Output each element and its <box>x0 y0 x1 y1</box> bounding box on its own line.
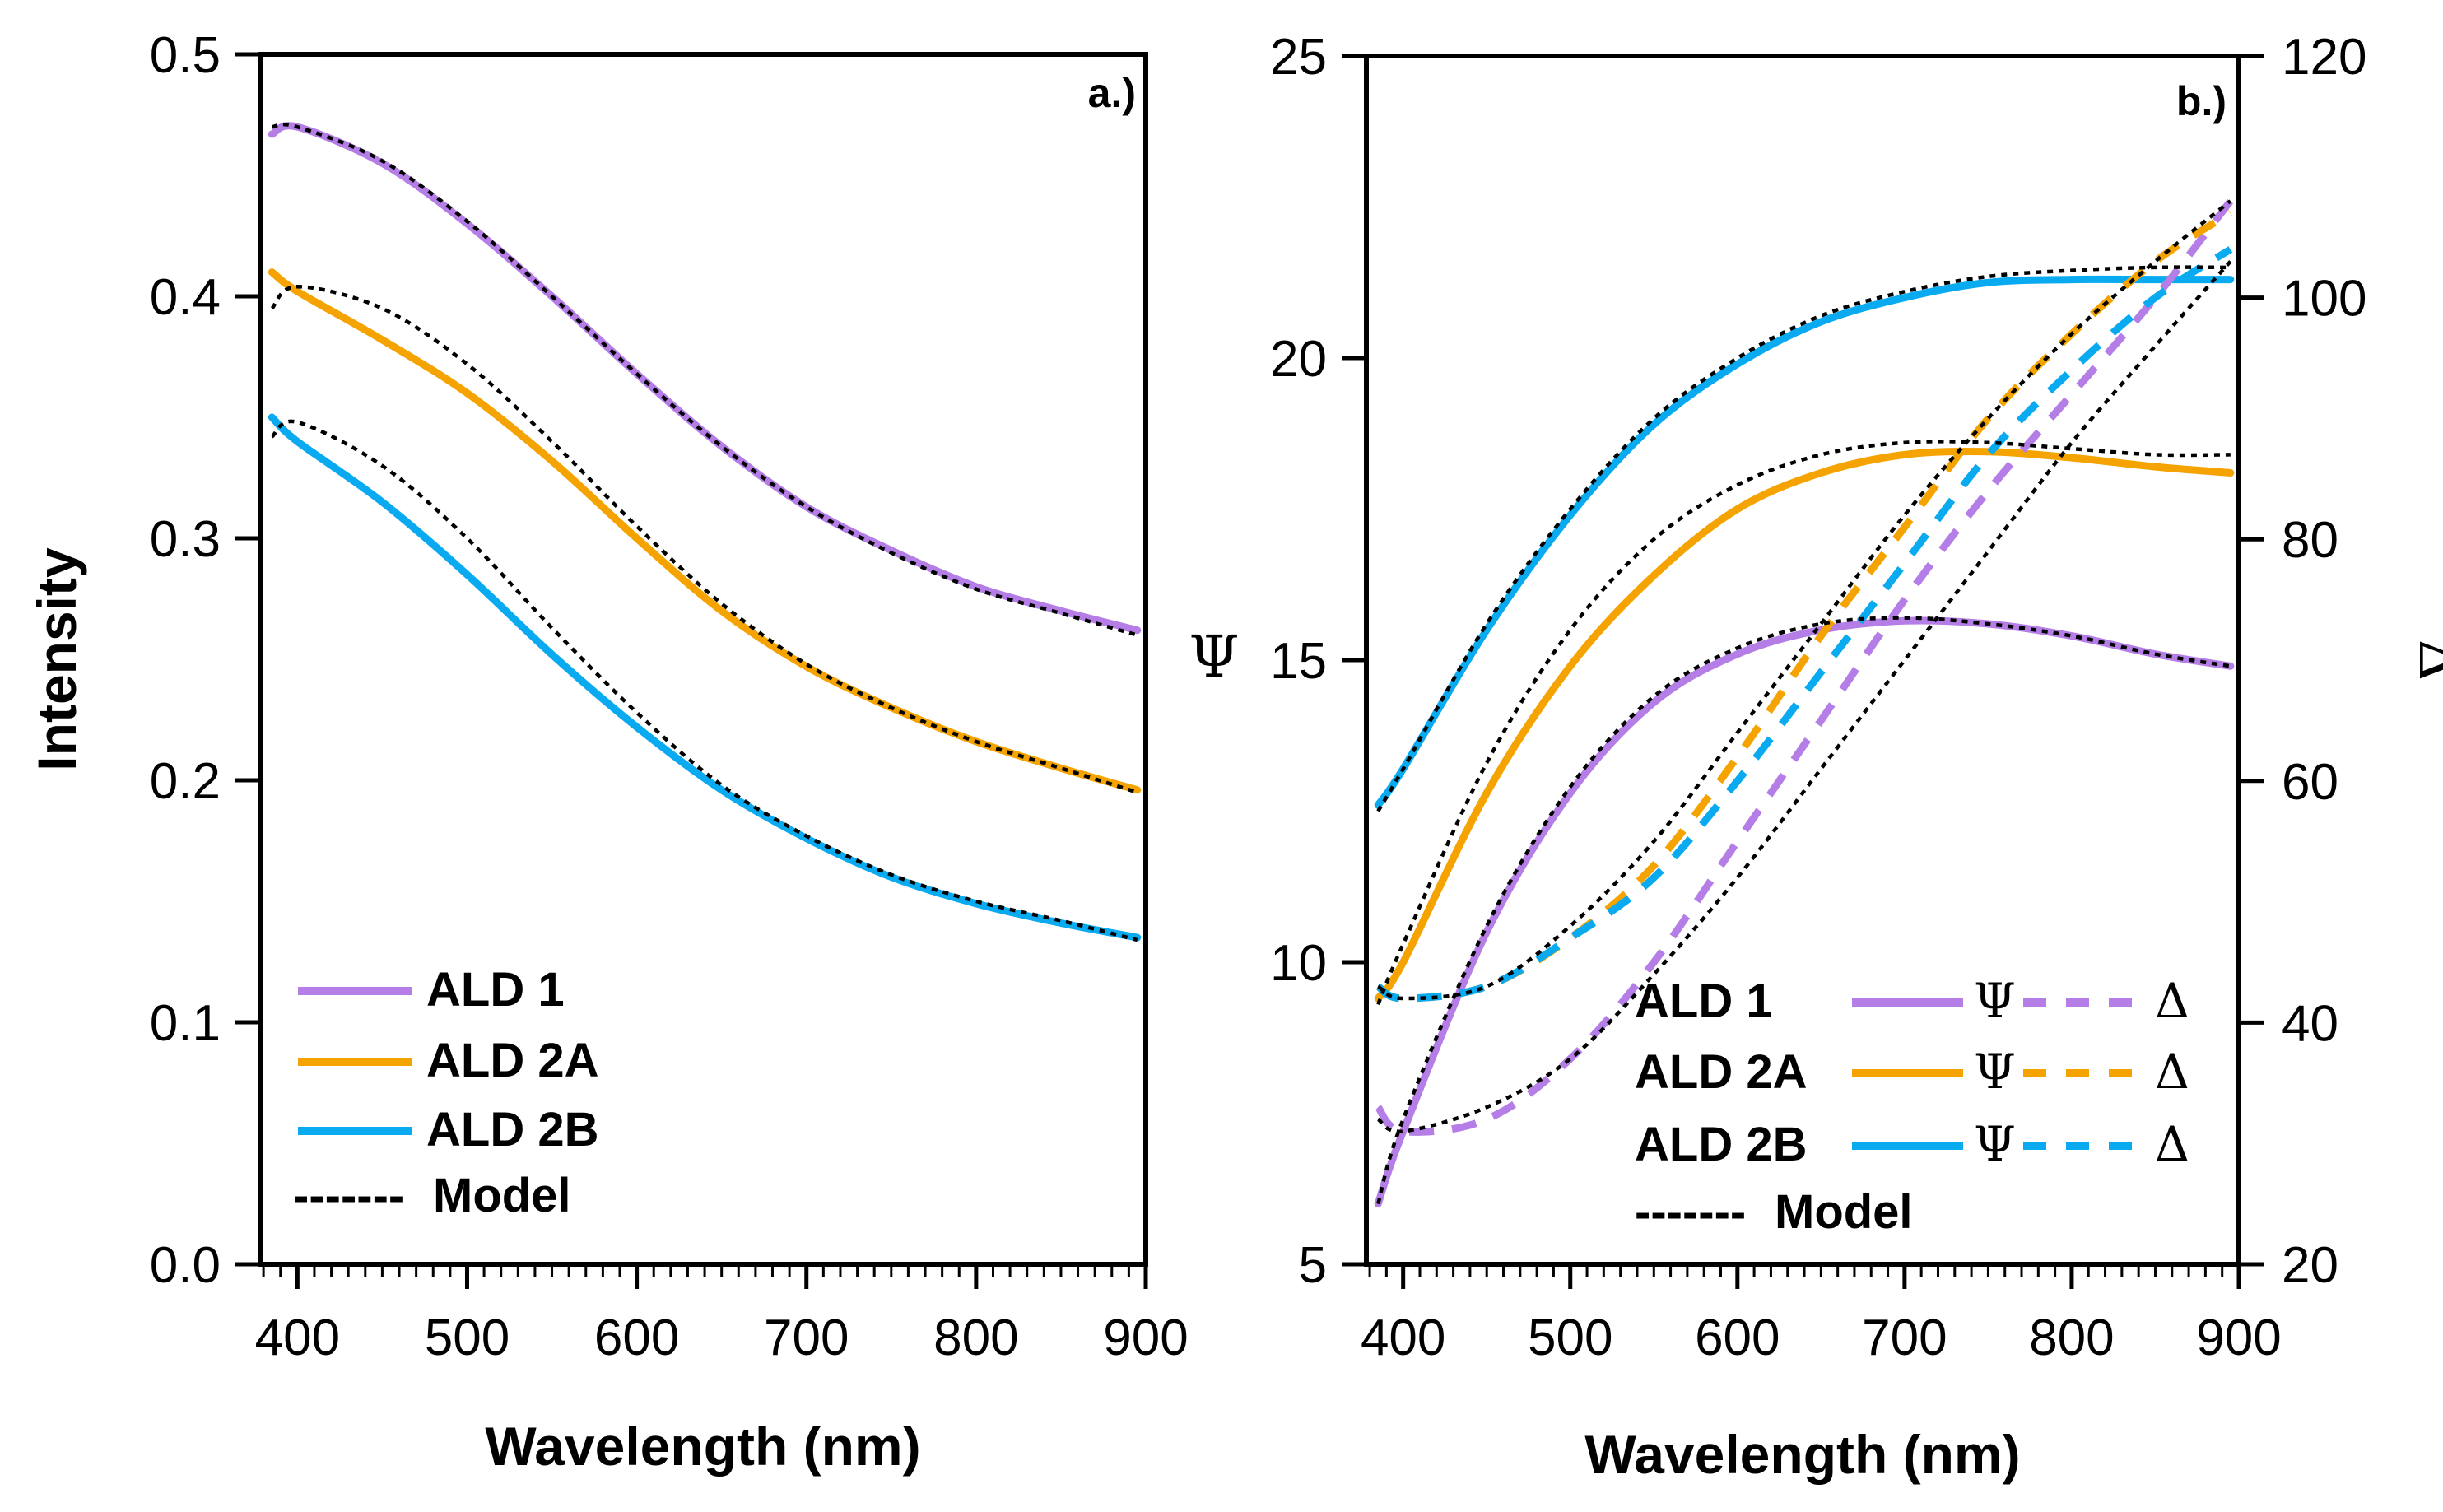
y-tick-label: 0.5 <box>150 27 221 84</box>
panel-a-label: a.) <box>1088 70 1136 116</box>
legend-delta-symbol: Δ <box>2155 1116 2189 1172</box>
panel-a-x-axis-title: Wavelength (nm) <box>485 1416 920 1477</box>
y-tick-label: 10 <box>1270 935 1327 992</box>
series-model-ald-2b <box>270 419 1138 942</box>
series-ald-2a <box>1375 210 2233 1003</box>
legend-delta-symbol: Δ <box>2155 973 2189 1029</box>
y-tick-label: 0.1 <box>150 995 221 1052</box>
series-ald-1 <box>1374 616 2235 1208</box>
panel-b-series <box>1374 198 2235 1208</box>
legend-label-ald-2b: ALD 2B <box>1635 1118 1807 1171</box>
panel-b-right-axis-title: Δ <box>2406 640 2443 682</box>
x-tick-label: 400 <box>1361 1310 1445 1366</box>
x-tick-label: 800 <box>2029 1310 2114 1366</box>
y-tick-label: 0.2 <box>150 753 221 810</box>
series-ald-2a <box>1374 448 2235 1003</box>
y-right-tick-label: 20 <box>2282 1237 2338 1294</box>
x-tick-label: 400 <box>255 1310 340 1366</box>
series-model-ald-2a <box>270 284 1138 794</box>
legend-label-ald-1: ALD 1 <box>1635 975 1773 1028</box>
x-tick-label: 500 <box>1528 1310 1612 1366</box>
y-tick-label: 20 <box>1270 331 1327 388</box>
series-model-ald-2b <box>1376 265 2231 812</box>
series-ald-1 <box>1375 198 2234 1136</box>
y-right-tick-label: 120 <box>2282 29 2366 86</box>
y-right-tick-label: 100 <box>2282 271 2366 328</box>
legend-delta-symbol: Δ <box>2155 1044 2189 1100</box>
panel-b-left-axis-title: Ψ <box>1189 623 1239 691</box>
x-tick-label: 500 <box>425 1310 510 1366</box>
series-model-ald-2 <box>1376 199 2232 1001</box>
series-model-ald-1 <box>272 122 1138 637</box>
panel-a-series <box>268 122 1142 942</box>
series-ald-2b <box>1374 275 2235 809</box>
x-tick-label: 600 <box>594 1310 679 1366</box>
y-tick-label: 0.4 <box>150 269 221 326</box>
panel-b-ellipsometry-chart: 400 500 600 700 800 900 5 10 15 20 25 20 40 60 80 100 12… <box>1189 29 2443 1485</box>
panel-a-plot-frame <box>258 52 1148 1267</box>
series-model-ald-2a <box>1376 440 2231 1006</box>
legend-label-ald-1: ALD 1 <box>426 963 565 1017</box>
legend-label-model: Model <box>433 1169 571 1222</box>
series-ald-1 <box>268 122 1142 635</box>
y-tick-label: 25 <box>1270 29 1327 86</box>
legend-psi-symbol: Ψ <box>1974 973 2016 1029</box>
legend-psi-symbol: Ψ <box>1974 1116 2016 1172</box>
legend-label-ald-2a: ALD 2A <box>1635 1045 1807 1099</box>
y-right-tick-label: 60 <box>2282 754 2338 811</box>
series-ald-2a <box>268 268 1142 794</box>
legend-label-model: Model <box>1775 1185 1913 1239</box>
panel-a-intensity-chart: 400 500 600 700 800 900 0.0 0.1 0.2 0.3 0.4 0.5 Wav… <box>26 27 1189 1477</box>
panel-b-ticks: 400 500 600 700 800 900 5 10 15 20 25 20 40 60 80 100 12… <box>1270 29 2366 1366</box>
x-tick-label: 700 <box>764 1310 849 1366</box>
series-model-ald-1 <box>1376 616 2231 1205</box>
series-model-ald-1 <box>1376 260 2232 1133</box>
x-tick-label: 800 <box>933 1310 1018 1366</box>
series-ald-2b <box>1375 246 2233 1003</box>
legend-model-dashes: ------- <box>293 1169 404 1222</box>
x-tick-label: 900 <box>2196 1310 2281 1366</box>
panel-a-y-axis-title: Intensity <box>26 547 87 771</box>
panel-a-legend: ALD 1 ALD 2A ALD 2B ------- Model <box>293 963 598 1222</box>
panel-a-ticks: 400 500 600 700 800 900 0.0 0.1 0.2 0.3 0.4 0.5 <box>150 27 1189 1366</box>
legend-label-ald-2a: ALD 2A <box>426 1034 598 1087</box>
y-tick-label: 0.0 <box>150 1237 221 1294</box>
x-tick-label: 700 <box>1862 1310 1947 1366</box>
legend-psi-symbol: Ψ <box>1974 1044 2016 1100</box>
panel-b-x-axis-title: Wavelength (nm) <box>1584 1424 2020 1485</box>
y-tick-label: 0.3 <box>150 511 221 568</box>
legend-model-dashes: ------- <box>1635 1185 1746 1239</box>
x-tick-label: 900 <box>1103 1310 1188 1366</box>
panel-b-legend: ALD 1 Ψ Δ ALD 2A Ψ Δ ALD 2B Ψ Δ ------- Model <box>1635 973 2189 1239</box>
x-tick-label: 600 <box>1695 1310 1780 1366</box>
y-tick-label: 15 <box>1270 633 1327 690</box>
legend-label-ald-2b: ALD 2B <box>426 1103 598 1156</box>
series-ald-2b <box>268 413 1142 942</box>
panel-b-label: b.) <box>2176 78 2227 124</box>
y-tick-label: 5 <box>1299 1237 1327 1294</box>
y-right-tick-label: 80 <box>2282 512 2338 569</box>
y-right-tick-label: 40 <box>2282 995 2338 1052</box>
